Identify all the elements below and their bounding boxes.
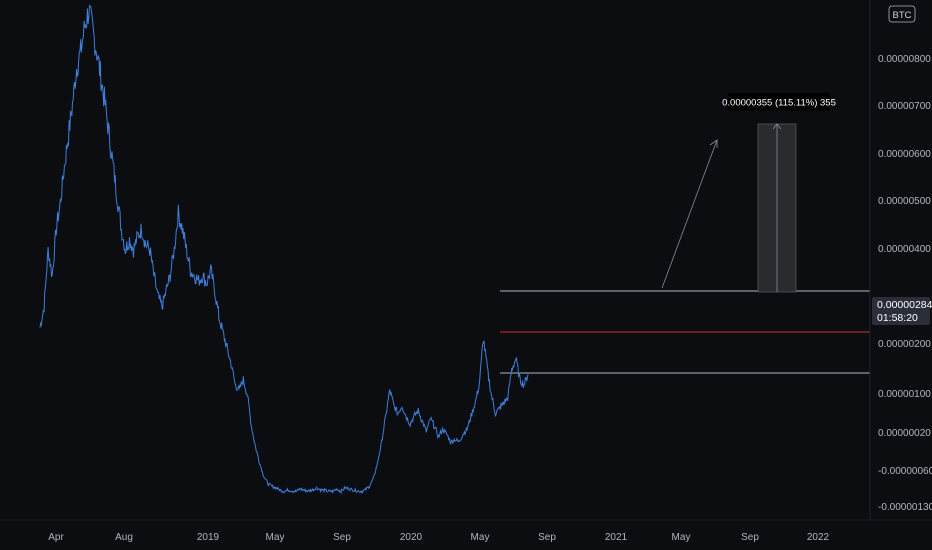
x-tick-label: Aug — [115, 532, 133, 543]
x-tick-label: Sep — [538, 532, 556, 543]
y-tick-label: 0.00000700 — [878, 101, 931, 112]
y-tick-label: -0.00000060 — [878, 466, 932, 477]
x-tick-label: 2019 — [197, 532, 220, 543]
y-tick-label: 0.00000020 — [878, 428, 931, 439]
x-tick-label: May — [471, 532, 490, 543]
y-tick-label: 0.00000100 — [878, 389, 931, 400]
x-tick-label: 2020 — [400, 532, 423, 543]
current-price: 0.00000284 — [877, 299, 932, 311]
y-tick-label: 0.00000600 — [878, 149, 931, 160]
y-tick-label: -0.00000130 — [878, 502, 932, 513]
x-tick-label: Sep — [333, 532, 351, 543]
currency-badge-label: BTC — [893, 10, 912, 21]
x-tick-label: Sep — [741, 532, 759, 543]
measure-box[interactable] — [757, 123, 797, 293]
x-axis[interactable]: Apr Aug 2019 May Sep 2020 May Sep 2021 M… — [0, 519, 932, 543]
current-price-label: 0.00000284 01:58:20 — [872, 297, 932, 325]
x-tick-label: May — [266, 532, 285, 543]
x-tick-label: May — [672, 532, 691, 543]
x-tick-label: Apr — [48, 532, 64, 543]
y-tick-label: 0.00000400 — [878, 244, 931, 255]
currency-badge[interactable]: BTC — [888, 5, 916, 23]
bar-countdown: 01:58:20 — [877, 312, 918, 324]
plot-area[interactable]: 0.00000355 (115.11%) 355 — [39, 4, 870, 495]
y-tick-label: 0.00000500 — [878, 196, 931, 207]
price-series-line[interactable] — [39, 4, 529, 495]
y-tick-label: 0.00000800 — [878, 54, 931, 65]
measure-label: 0.00000355 (115.11%) 355 — [722, 98, 836, 109]
x-tick-label: 2021 — [605, 532, 628, 543]
projection-arrow[interactable] — [661, 139, 718, 289]
measure-tooltip: 0.00000355 (115.11%) 355 — [722, 93, 836, 111]
x-tick-label: 2022 — [807, 532, 830, 543]
y-tick-label: 0.00000200 — [878, 339, 931, 350]
y-axis[interactable]: BTC 0.00000800 0.00000700 0.00000600 0.0… — [869, 0, 932, 520]
